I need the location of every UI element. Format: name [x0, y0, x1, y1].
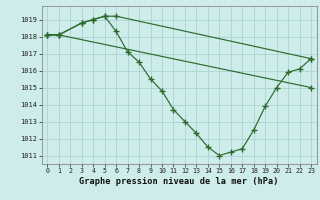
X-axis label: Graphe pression niveau de la mer (hPa): Graphe pression niveau de la mer (hPa)	[79, 177, 279, 186]
